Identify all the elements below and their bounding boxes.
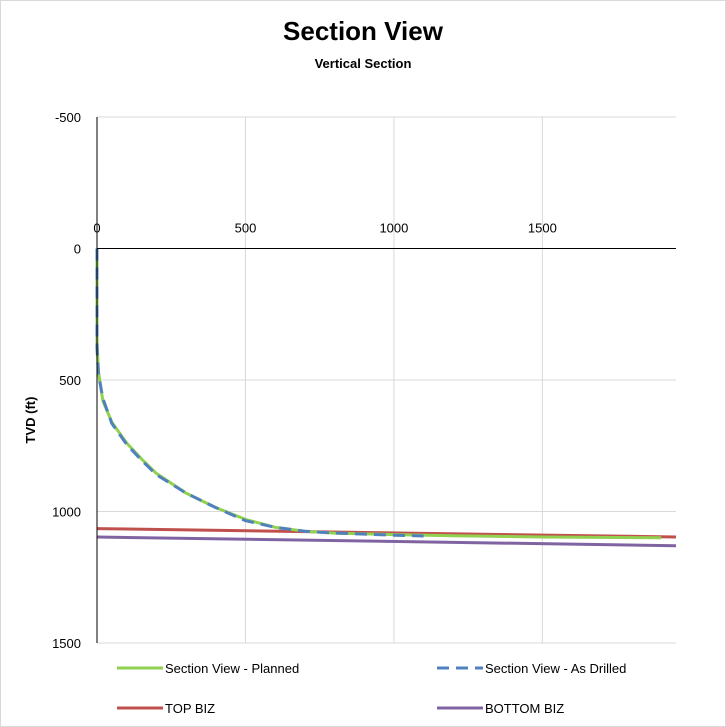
legend-label: TOP BIZ — [165, 701, 215, 716]
x-tick-label: 1000 — [379, 221, 408, 236]
axes — [96, 117, 676, 643]
y-tick-label: 1500 — [52, 636, 81, 651]
series-line-2 — [96, 527, 677, 539]
chart-subtitle: Vertical Section — [314, 56, 412, 71]
series-line-1 — [95, 248, 424, 538]
gridlines — [97, 116, 676, 644]
series-layer — [95, 248, 677, 548]
tick-labels: 0 500 1000 1500 -500 0 500 1000 1500 — [52, 110, 557, 651]
legend-label: BOTTOM BIZ — [485, 701, 564, 716]
x-tick-label: 0 — [93, 221, 100, 236]
series-line-3 — [96, 535, 677, 548]
legend-label: Section View - As Drilled — [485, 661, 626, 676]
y-tick-label: 1000 — [52, 505, 81, 520]
series-line-0 — [95, 248, 662, 540]
x-tick-label: 500 — [235, 221, 257, 236]
y-tick-label: 0 — [74, 242, 81, 257]
x-tick-label: 1500 — [528, 221, 557, 236]
chart-title: Section View — [283, 16, 443, 46]
y-tick-label: -500 — [55, 110, 81, 125]
legend-label: Section View - Planned — [165, 661, 299, 676]
y-tick-label: 500 — [59, 373, 81, 388]
y-axis-title: TVD (ft) — [23, 397, 38, 444]
legend: Section View - Planned Section View - As … — [117, 661, 626, 716]
